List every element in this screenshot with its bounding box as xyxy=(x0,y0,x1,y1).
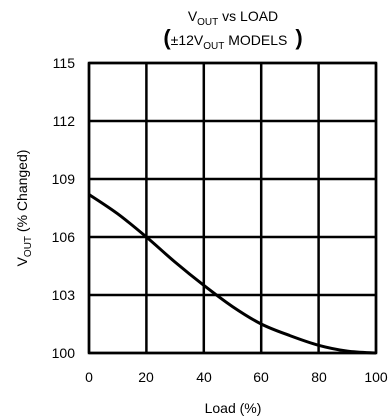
y-tick-label: 112 xyxy=(53,113,76,129)
x-tick-label: 20 xyxy=(138,369,154,385)
series-line xyxy=(88,193,377,355)
title-line2-open: ( xyxy=(163,25,171,50)
x-tick-label: 60 xyxy=(253,369,269,385)
y-tick-label: 103 xyxy=(52,287,76,303)
title-line1-rest: vs LOAD xyxy=(218,8,278,24)
title-line2-main: ±12V xyxy=(171,32,204,48)
y-tick-label: 106 xyxy=(52,229,76,245)
chart-title-line1: VOUT vs LOAD xyxy=(188,8,278,28)
plot-frame xyxy=(87,61,378,355)
x-tick-label: 0 xyxy=(85,369,93,385)
title-line1-main: V xyxy=(188,8,198,24)
y-axis-title-main: V xyxy=(14,256,30,266)
x-tick-label: 80 xyxy=(311,369,327,385)
y-axis-title-rest: (% Changed) xyxy=(14,150,30,236)
chart-title-line2: (±12VOUT MODELS) xyxy=(163,25,302,52)
y-axis-title: VOUT (% Changed) xyxy=(14,150,34,267)
title-line1-sub: OUT xyxy=(197,17,218,28)
y-tick-label: 115 xyxy=(53,55,76,71)
x-tick-label: 100 xyxy=(364,369,388,385)
y-tick-label: 100 xyxy=(52,345,76,361)
title-line2-close: ) xyxy=(295,25,302,50)
y-axis-title-sub: OUT xyxy=(23,236,34,257)
title-line2-sub: OUT xyxy=(203,41,224,52)
x-axis-title: Load (%) xyxy=(205,400,262,416)
grid xyxy=(87,61,378,355)
x-tick-label: 40 xyxy=(196,369,212,385)
title-line2-rest: MODELS xyxy=(224,32,287,48)
y-tick-label: 109 xyxy=(52,171,76,187)
